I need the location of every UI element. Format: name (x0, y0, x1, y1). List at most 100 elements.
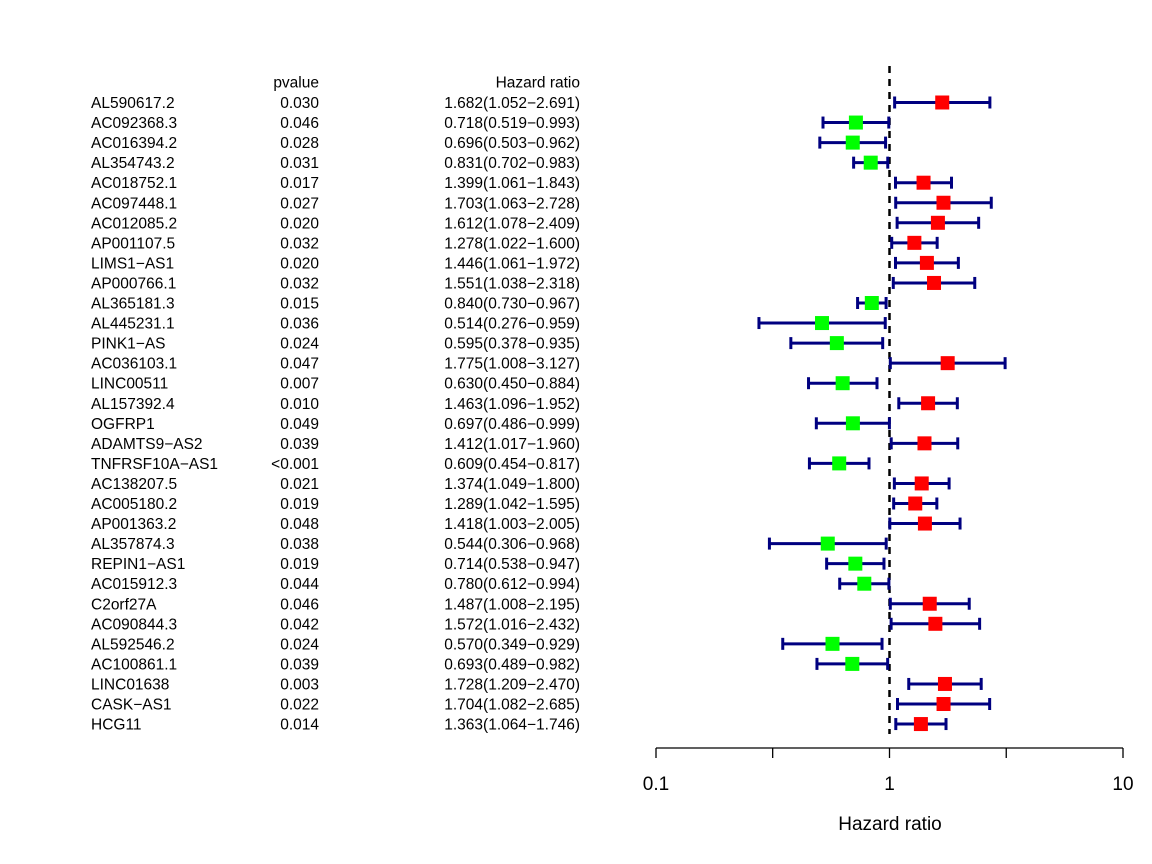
gene-label: AL365181.3 (91, 296, 175, 313)
pvalue-label: 0.030 (280, 95, 319, 112)
gene-label: AC097448.1 (91, 195, 177, 212)
hazard-ratio-point (832, 456, 847, 471)
forest-row (894, 195, 993, 210)
forest-row (895, 215, 981, 230)
forest-row (894, 717, 948, 732)
pvalue-label: 0.039 (280, 436, 319, 453)
gene-label: AP001363.2 (91, 516, 176, 533)
hazard-ratio-point (863, 155, 878, 170)
pvalue-label: 0.049 (280, 416, 319, 433)
forest-row (897, 396, 959, 411)
hazard-ratio-point (845, 416, 860, 431)
hazard-ratio-label: 1.446(1.061−1.972) (444, 255, 580, 272)
gene-label: C2orf27A (91, 596, 157, 613)
forest-row (807, 456, 871, 471)
hazard-ratio-point (848, 556, 863, 571)
hazard-ratio-label: 1.612(1.078−2.409) (444, 215, 580, 232)
gene-label: AC092368.3 (91, 115, 177, 132)
hazard-ratio-label: 1.412(1.017−1.960) (444, 436, 580, 453)
hazard-ratio-label: 1.551(1.038−2.318) (444, 275, 580, 292)
x-tick-label: 0.1 (643, 774, 669, 795)
forest-row (838, 576, 891, 591)
hazard-ratio-label: 0.714(0.538−0.947) (444, 556, 580, 573)
forest-row (757, 316, 887, 331)
forest-row (852, 155, 890, 170)
hazard-ratio-point (835, 376, 850, 391)
forest-row (789, 336, 885, 351)
gene-label: AL445231.1 (91, 316, 175, 333)
forest-row (894, 175, 954, 190)
pvalue-label: 0.046 (280, 596, 319, 613)
forest-row (889, 436, 960, 451)
hazard-ratio-label: 0.697(0.486−0.999) (444, 416, 580, 433)
forest-row (821, 115, 891, 130)
hazard-ratio-label: 0.570(0.349−0.929) (444, 636, 580, 653)
hazard-ratio-point (907, 235, 922, 250)
pvalue-label: 0.048 (280, 516, 319, 533)
hazard-ratio-point (825, 636, 840, 651)
hazard-ratio-column-header: Hazard ratio (496, 75, 580, 92)
gene-label: AC005180.2 (91, 496, 177, 513)
pvalue-label: 0.038 (280, 536, 319, 553)
gene-label: TNFRSF10A−AS1 (91, 456, 218, 473)
forest-row (895, 697, 992, 711)
hazard-ratio-label: 1.728(1.209−2.470) (444, 676, 580, 693)
hazard-ratio-label: 0.696(0.503−0.962) (444, 135, 580, 152)
pvalue-label: 0.036 (280, 316, 319, 333)
pvalue-label: 0.019 (280, 496, 319, 513)
pvalue-label: 0.046 (280, 115, 319, 132)
forest-row (888, 596, 971, 611)
pvalue-label: 0.031 (280, 155, 319, 172)
hazard-ratio-point (829, 336, 844, 351)
hazard-ratio-label: 0.831(0.702−0.983) (444, 155, 580, 172)
forest-row (888, 516, 962, 531)
hazard-ratio-label: 1.703(1.063−2.728) (444, 195, 580, 212)
pvalue-label: 0.014 (280, 717, 319, 734)
forest-row (893, 95, 992, 110)
hazard-ratio-label: 0.630(0.450−0.884) (444, 376, 580, 393)
hazard-ratio-point (916, 175, 931, 190)
hazard-ratio-point (927, 275, 942, 290)
hazard-ratio-label: 0.544(0.306−0.968) (444, 536, 580, 553)
gene-label: ADAMTS9−AS2 (91, 436, 203, 453)
forest-row (781, 636, 884, 651)
pvalue-label: <0.001 (271, 456, 319, 473)
pvalue-label: 0.021 (280, 476, 319, 493)
pvalue-label: 0.028 (280, 135, 319, 152)
hazard-ratio-label: 0.595(0.378−0.935) (444, 336, 580, 353)
gene-label: AC012085.2 (91, 215, 177, 232)
gene-label: AL592546.2 (91, 636, 175, 653)
pvalue-label: 0.024 (280, 636, 319, 653)
row-labels: AL590617.2 0.030 1.682(1.052−2.691) AC09236… (91, 95, 580, 734)
pvalue-label: 0.015 (280, 296, 319, 313)
forest-row (889, 616, 982, 631)
gene-label: AL590617.2 (91, 95, 175, 112)
hazard-ratio-label: 1.463(1.096−1.952) (444, 396, 580, 413)
text-table: pvalue Hazard ratio AL590617.2 0.030 1.682… (91, 75, 580, 734)
pvalue-label: 0.032 (280, 275, 319, 292)
forest-row (892, 476, 951, 491)
gene-label: AC138207.5 (91, 476, 177, 493)
hazard-ratio-point (930, 215, 945, 230)
hazard-ratio-label: 0.718(0.519−0.993) (444, 115, 580, 132)
pvalue-label: 0.027 (280, 195, 319, 212)
hazard-ratio-point (848, 115, 863, 130)
forest-row (807, 376, 879, 391)
hazard-ratio-point (937, 676, 952, 691)
hazard-ratio-point (936, 195, 951, 210)
pvalue-label: 0.020 (280, 255, 319, 272)
hazard-ratio-label: 0.693(0.489−0.982) (444, 656, 580, 673)
hazard-ratio-label: 0.514(0.276−0.959) (444, 316, 580, 333)
pvalue-label: 0.039 (280, 656, 319, 673)
hazard-ratio-label: 0.609(0.454−0.817) (444, 456, 580, 473)
pvalue-label: 0.024 (280, 336, 319, 353)
pvalue-label: 0.044 (280, 576, 319, 593)
hazard-ratio-point (922, 596, 937, 611)
hazard-ratio-label: 1.399(1.061−1.843) (444, 175, 580, 192)
hazard-ratio-point (917, 436, 932, 451)
forest-row (888, 356, 1007, 371)
pvalue-label: 0.010 (280, 396, 319, 413)
forest-row (815, 656, 890, 671)
forest-row (892, 496, 939, 511)
gene-label: HCG11 (91, 717, 142, 734)
